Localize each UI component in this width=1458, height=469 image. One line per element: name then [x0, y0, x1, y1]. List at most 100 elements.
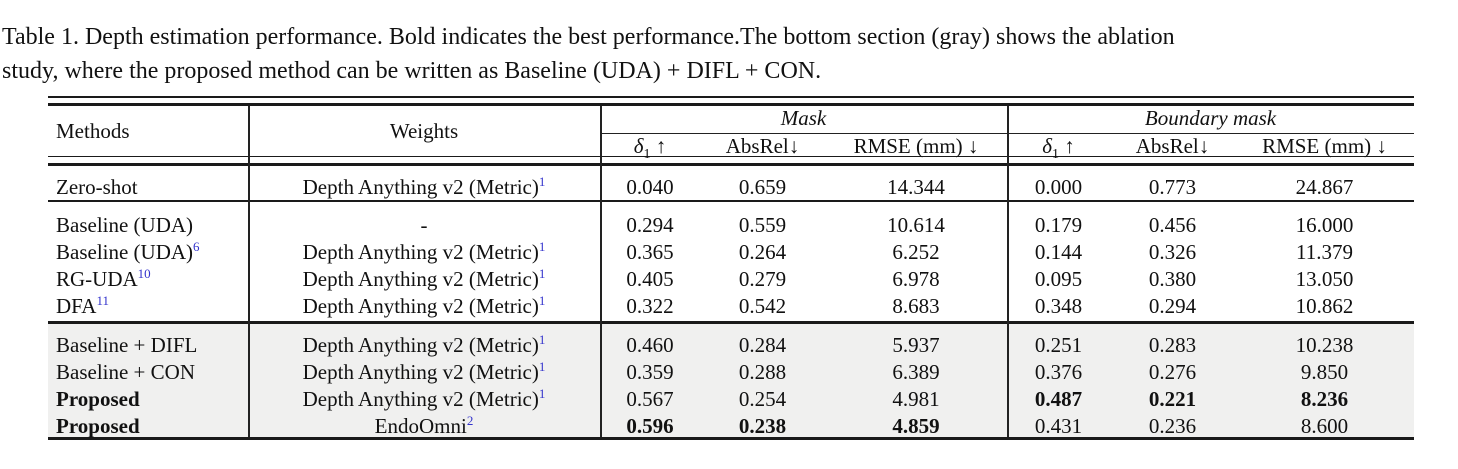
top-rule-thin — [48, 96, 1414, 98]
cell-boundary-delta1: 0.431 — [1034, 414, 1083, 438]
cell-mask-rmse: 14.344 — [887, 175, 945, 199]
cell-mask-delta1: 0.359 — [626, 360, 674, 384]
divider-weights-mask — [600, 106, 602, 437]
cell-method: Baseline + DIFL — [56, 333, 198, 357]
cell-boundary-delta1: 0.144 — [1034, 240, 1083, 264]
cell-boundary-delta1: 0.251 — [1034, 333, 1083, 357]
cell-boundary-delta1: 0.000 — [1034, 175, 1083, 199]
cell-boundary-delta1: 0.179 — [1034, 213, 1083, 237]
delta-subscript: 1 — [643, 147, 651, 163]
divider-methods-weights — [248, 106, 250, 437]
cell-boundary-rmse: 8.600 — [1300, 414, 1349, 438]
zeroshot-separator-rule — [48, 200, 1414, 202]
cell-mask-rmse: 6.389 — [892, 360, 940, 384]
cell-boundary-rmse: 10.238 — [1295, 333, 1354, 357]
cell-weight: - — [420, 213, 428, 237]
table-row: Baseline + DIFL Depth Anything v2 (Metri… — [48, 332, 1414, 359]
cell-mask-delta1: 0.322 — [626, 294, 674, 318]
cell-mask-rmse: 5.937 — [892, 333, 940, 357]
delta-symbol: δ — [1042, 134, 1052, 158]
cell-mask-absrel: 0.279 — [738, 267, 787, 291]
cell-boundary-absrel: 0.283 — [1148, 333, 1197, 357]
top-rule-thick — [48, 103, 1414, 106]
citation-link[interactable]: 1 — [538, 174, 546, 189]
citation-link[interactable]: 6 — [193, 239, 200, 254]
cell-boundary-absrel: 0.276 — [1148, 360, 1197, 384]
table-row: RG-UDA10 Depth Anything v2 (Metric)1 0.4… — [48, 266, 1414, 293]
citation-link[interactable]: 11 — [96, 293, 109, 308]
table-row: DFA11 Depth Anything v2 (Metric)1 0.322 … — [48, 293, 1414, 320]
cell-weight: Depth Anything v2 (Metric)1 — [302, 386, 546, 411]
cell-weight: Depth Anything v2 (Metric)1 — [302, 293, 546, 318]
cell-method: Baseline (UDA) — [56, 213, 194, 237]
bottom-rule — [48, 437, 1414, 440]
header-rule-thick — [48, 163, 1414, 166]
citation-link[interactable]: 1 — [538, 293, 546, 308]
col-header-absrel-boundary: AbsRel↓ — [1135, 134, 1210, 158]
cell-method: RG-UDA10 — [56, 266, 151, 291]
cell-weight: Depth Anything v2 (Metric)1 — [302, 359, 546, 384]
cell-mask-delta1: 0.040 — [626, 175, 674, 199]
cell-weight: Depth Anything v2 (Metric)1 — [302, 266, 546, 291]
group-header-boundary-mask: Boundary mask — [1144, 106, 1277, 130]
cell-mask-rmse: 4.859 — [892, 414, 940, 438]
header-row: Methods Weights — [48, 106, 1414, 156]
cell-mask-delta1: 0.294 — [626, 213, 674, 237]
table-row: Zero-shot Depth Anything v2 (Metric)1 0.… — [48, 174, 1414, 201]
cell-method: Baseline (UDA)6 — [56, 239, 200, 264]
cell-mask-delta1: 0.567 — [626, 387, 674, 411]
cell-boundary-rmse: 9.850 — [1300, 360, 1349, 384]
cell-mask-delta1: 0.460 — [626, 333, 674, 357]
up-arrow-icon: ↑ — [1064, 134, 1075, 158]
cell-mask-rmse: 4.981 — [892, 387, 940, 411]
table-row: Proposed Depth Anything v2 (Metric)1 0.5… — [48, 386, 1414, 413]
col-header-rmse-boundary: RMSE (mm) ↓ — [1262, 134, 1387, 158]
col-header-delta1-mask: δ1 ↑ — [600, 133, 700, 168]
cell-mask-absrel: 0.254 — [738, 387, 787, 411]
col-header-weights: Weights — [389, 119, 459, 143]
metric-header-row: δ1 ↑ AbsRel↓ RMSE (mm) ↓ δ1 ↑ AbsRel↓ RM… — [600, 133, 1414, 162]
table-row: Baseline (UDA) - 0.294 0.559 10.614 0.17… — [48, 212, 1414, 239]
cell-boundary-absrel: 0.236 — [1148, 414, 1197, 438]
cell-boundary-absrel: 0.294 — [1148, 294, 1197, 318]
ablation-separator-rule — [48, 321, 1414, 324]
cell-boundary-rmse: 24.867 — [1295, 175, 1354, 199]
cell-weight: EndoOmni2 — [374, 413, 474, 438]
cell-method: Zero-shot — [56, 175, 138, 199]
citation-link[interactable]: 1 — [538, 266, 546, 281]
cell-method: Baseline + CON — [56, 360, 195, 384]
divider-mask-boundary — [1007, 106, 1009, 437]
citation-link[interactable]: 1 — [538, 332, 546, 347]
results-table: Methods Weights Mask Boundary mask δ1 ↑ … — [48, 96, 1414, 445]
citation-link[interactable]: 2 — [466, 413, 474, 428]
cell-boundary-absrel: 0.326 — [1148, 240, 1197, 264]
caption-line: Table 1. Depth estimation performance. B… — [2, 24, 1175, 50]
cell-boundary-rmse: 10.862 — [1295, 294, 1354, 318]
citation-link[interactable]: 10 — [137, 266, 151, 281]
cell-mask-absrel: 0.288 — [738, 360, 787, 384]
citation-link[interactable]: 1 — [538, 359, 546, 374]
table-caption: Table 1. Depth estimation performance. B… — [2, 20, 1458, 88]
cell-boundary-rmse: 16.000 — [1295, 213, 1354, 237]
col-header-methods: Methods — [56, 119, 130, 143]
cell-boundary-rmse: 13.050 — [1295, 267, 1354, 291]
col-header-absrel-mask: AbsRel↓ — [725, 134, 800, 158]
citation-link[interactable]: 1 — [538, 239, 546, 254]
caption-line: study, where the proposed method can be … — [2, 58, 822, 84]
cell-boundary-absrel: 0.456 — [1148, 213, 1197, 237]
delta-symbol: δ — [633, 134, 644, 158]
header-rule-thin — [48, 156, 1414, 158]
cell-mask-absrel: 0.659 — [738, 175, 787, 199]
cell-mask-absrel: 0.264 — [738, 240, 787, 264]
cell-method: Proposed — [56, 414, 140, 438]
table-row: Baseline (UDA)6 Depth Anything v2 (Metri… — [48, 239, 1414, 266]
up-arrow-icon: ↑ — [655, 134, 667, 158]
cell-mask-absrel: 0.238 — [738, 414, 787, 438]
cell-method: Proposed — [56, 387, 140, 411]
ablation-section-background — [48, 324, 1414, 437]
cell-boundary-delta1: 0.376 — [1034, 360, 1083, 384]
cell-method: DFA11 — [56, 293, 109, 318]
cell-mask-absrel: 0.559 — [738, 213, 787, 237]
cell-boundary-absrel: 0.380 — [1148, 267, 1197, 291]
citation-link[interactable]: 1 — [538, 386, 546, 401]
